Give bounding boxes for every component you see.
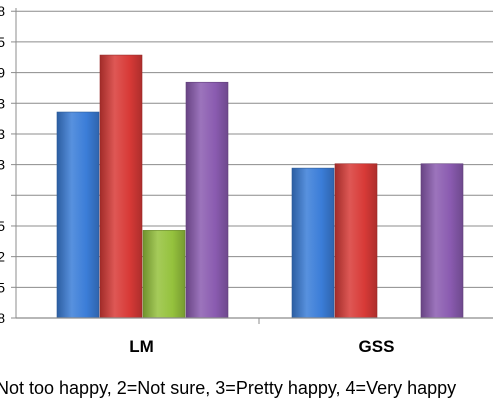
- bar-gss-series-2: [334, 163, 378, 319]
- y-tick-label: 3: [0, 126, 5, 142]
- bar-lm-series-1: [56, 111, 100, 319]
- bar-lm-series-3: [142, 230, 186, 319]
- category-label-lm: LM: [129, 337, 154, 356]
- bar-lm-series-2: [99, 54, 143, 319]
- y-tick-label: 2: [0, 249, 5, 265]
- bar-gss-series-1: [291, 167, 335, 319]
- y-tick-label: 3: [0, 157, 5, 173]
- y-tick-label: 8: [0, 3, 5, 19]
- bar-lm-series-4: [185, 81, 229, 319]
- y-tick-label: 3: [0, 95, 5, 111]
- y-tick-label: 5: [0, 34, 5, 50]
- bar-chart: 8 5 2 5 3 3 3 9 5 8 LM GSS: [0, 3, 493, 356]
- y-tick-label: 5: [0, 279, 5, 295]
- category-label-gss: GSS: [359, 337, 395, 356]
- y-tick-label: 5: [0, 218, 5, 234]
- category-labels: LM GSS: [129, 337, 394, 356]
- y-tick-label: 8: [0, 310, 5, 326]
- bar-gss-series-4: [420, 163, 464, 319]
- y-tick-label: 9: [0, 65, 5, 81]
- x-axis: [15, 8, 493, 324]
- y-axis-tick-labels: 8 5 2 5 3 3 3 9 5 8: [0, 3, 5, 326]
- chart-caption: Not too happy, 2=Not sure, 3=Pretty happ…: [0, 378, 457, 398]
- bars: [56, 54, 464, 319]
